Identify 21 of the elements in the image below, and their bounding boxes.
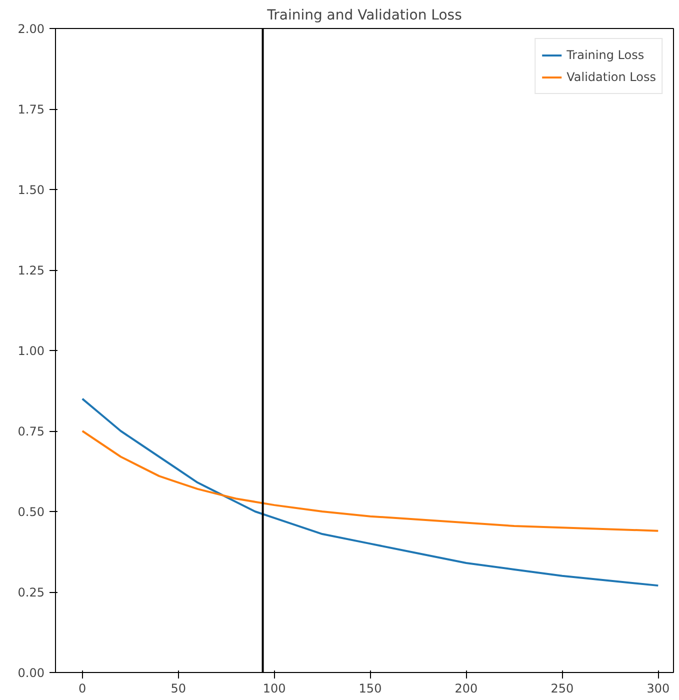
y-tick-label: 0.00 (18, 666, 44, 680)
x-tick-label: 250 (550, 682, 574, 696)
y-tick-label: 1.25 (18, 264, 44, 278)
x-tick-label: 300 (646, 682, 670, 696)
y-tick-label: 0.75 (18, 424, 44, 438)
y-tick-label: 1.75 (18, 102, 44, 116)
legend-label: Validation Loss (566, 70, 656, 84)
line-series (81, 430, 660, 532)
y-tick-label: 1.50 (18, 183, 44, 197)
x-tick-label: 150 (358, 682, 382, 696)
y-tick-label: 0.50 (18, 505, 44, 519)
x-tick-label: 200 (454, 682, 478, 696)
y-tick-label: 1.00 (18, 344, 44, 358)
chart-title: Training and Validation Loss (266, 8, 462, 24)
legend-label: Training Loss (566, 48, 644, 62)
x-tick-label: 0 (78, 682, 86, 696)
y-tick-label: 2.00 (18, 22, 44, 36)
x-tick-label: 50 (170, 682, 186, 696)
y-tick-label: 0.25 (18, 586, 44, 600)
x-tick-label: 100 (262, 682, 286, 696)
line-series (81, 398, 660, 587)
